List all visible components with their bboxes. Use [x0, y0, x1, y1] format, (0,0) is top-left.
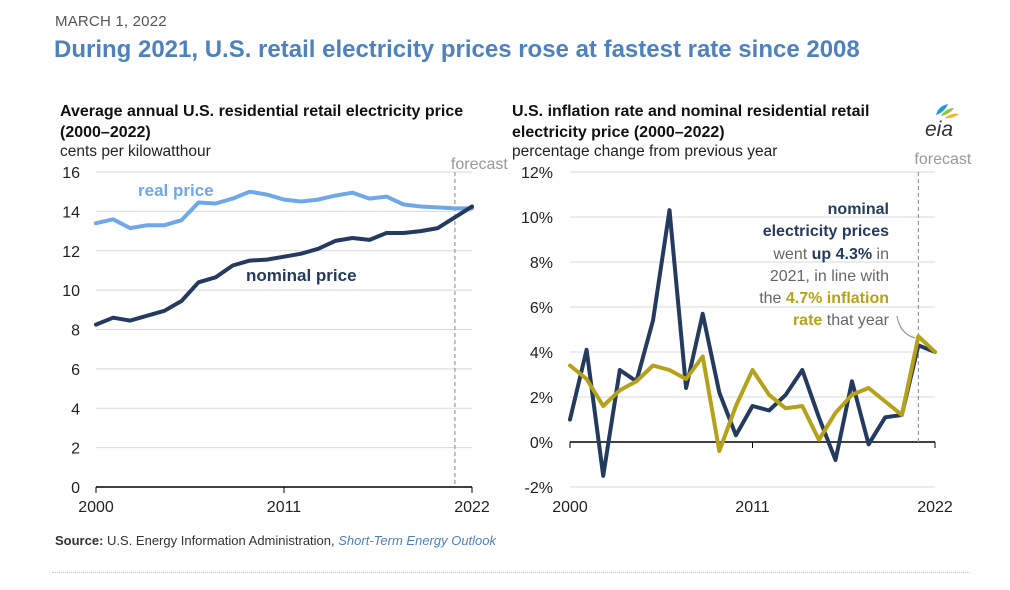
forecast-label: forecast: [451, 156, 508, 173]
source-text: U.S. Energy Information Administration,: [107, 533, 335, 548]
x-tick-label: 2022: [454, 499, 490, 516]
annotation-line-6: rate that year: [793, 312, 890, 329]
x-tick-label: 2011: [735, 499, 770, 516]
annotation-line-2: electricity prices: [763, 223, 889, 240]
eia-logo-text: eia: [925, 118, 953, 139]
x-tick-label: 2000: [78, 499, 114, 516]
forecast-label: forecast: [914, 151, 971, 168]
inflation-rate-line: [568, 334, 937, 453]
x-tick-label: 2011: [267, 499, 302, 516]
annotation-line-5: the 4.7% inflation: [759, 290, 889, 307]
left-chart-title: Average annual U.S. residential retail e…: [60, 103, 464, 141]
source-note: Source: U.S. Energy Information Administ…: [55, 533, 496, 548]
nominal-price-series-label: nominal price: [246, 266, 357, 285]
right-chart-subtitle: percentage change from previous year: [512, 143, 778, 160]
y-tick-label: -2%: [525, 480, 553, 497]
y-tick-label: 6%: [530, 300, 553, 317]
source-publication-link[interactable]: Short-Term Energy Outlook: [338, 533, 497, 548]
right-chart: -2% 0% 2% 4% 6% 8% 10% 12% 2000 2011 2022 forecast: [521, 151, 972, 516]
y-tick-label: 2%: [530, 390, 553, 407]
right-chart-annotation: nominal electricity prices went up 4.3% …: [759, 201, 916, 339]
y-tick-label: 0%: [530, 435, 553, 452]
annotation-line-3: went up 4.3% in: [772, 246, 889, 263]
footer-divider: [52, 572, 970, 573]
real-price-series-label: real price: [138, 181, 214, 200]
y-tick-label: 6: [71, 362, 80, 379]
left-chart-subtitle: cents per kilowatthour: [60, 143, 211, 160]
y-tick-label: 2: [71, 441, 80, 458]
nominal-price-line: [94, 204, 474, 327]
y-tick-label: 4%: [530, 345, 553, 362]
y-tick-label: 8: [71, 323, 80, 340]
y-tick-label: 14: [62, 204, 80, 221]
y-tick-label: 0: [71, 480, 80, 497]
x-tick-label: 2022: [917, 499, 953, 516]
annotation-leader-line: [896, 315, 916, 339]
real-price-line: [94, 189, 474, 231]
y-tick-label: 16: [62, 165, 80, 182]
y-tick-label: 12%: [521, 165, 553, 182]
annotation-line-1: nominal: [828, 201, 889, 218]
headline: During 2021, U.S. retail electricity pri…: [54, 36, 860, 63]
right-chart-title: U.S. inflation rate and nominal resident…: [512, 103, 870, 141]
eia-logo-icon[interactable]: eia: [922, 103, 964, 139]
y-tick-label: 10%: [521, 210, 553, 227]
y-tick-label: 4: [71, 401, 80, 418]
y-tick-label: 10: [62, 283, 80, 300]
y-tick-label: 8%: [530, 255, 553, 272]
nominal-electricity-change-line: [568, 208, 937, 478]
x-tick-label: 2000: [552, 499, 588, 516]
y-tick-label: 12: [62, 244, 80, 261]
source-label: Source:: [55, 533, 104, 548]
charts-canvas: 0 2 4 6 8 10 12 14 16 2000 2011 2022 forecast real pr…: [62, 151, 972, 516]
annotation-line-4: 2021, in line with: [770, 268, 889, 285]
left-chart: 0 2 4 6 8 10 12 14 16 2000 2011 2022 forecast real pr…: [62, 156, 508, 516]
report-date: MARCH 1, 2022: [55, 13, 167, 30]
